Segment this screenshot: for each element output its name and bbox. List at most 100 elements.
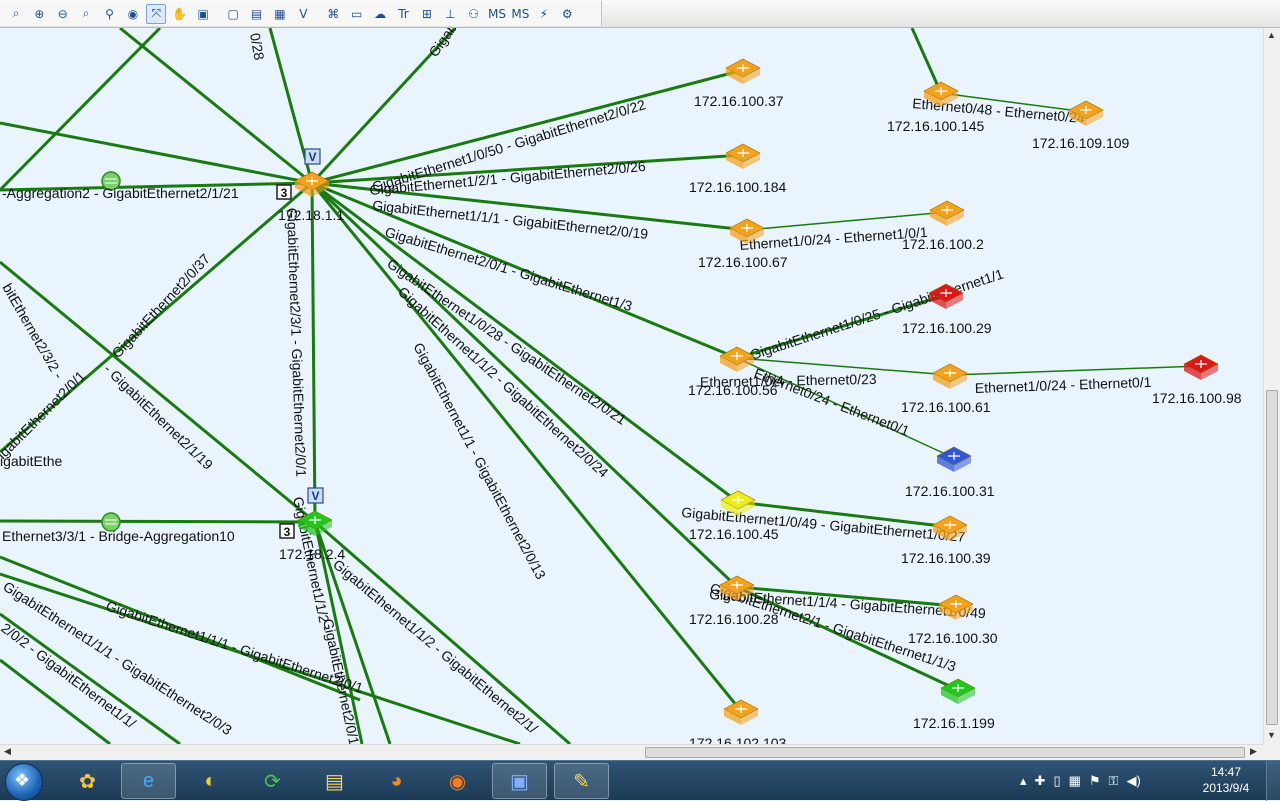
network-device-n39[interactable]: 172.16.100.39 — [901, 515, 991, 566]
horizontal-scrollbar[interactable]: ◀ ▶ — [0, 744, 1263, 760]
zoom-search-icon[interactable]: ⚲ — [105, 6, 114, 21]
offscreen-link[interactable] — [119, 28, 313, 185]
hand-pan-icon[interactable]: ✋ — [172, 6, 188, 21]
link-nX-n29[interactable] — [736, 293, 947, 360]
export-icon[interactable]: ▦ — [274, 6, 286, 21]
network-device-n103[interactable]: 172.16.102.103 — [689, 699, 787, 744]
offscreen-link[interactable] — [310, 28, 457, 185]
scroll-left-icon[interactable]: ◀ — [4, 746, 11, 756]
folder-taskbar-button[interactable]: ▤ — [307, 763, 362, 799]
link-hub1-nY[interactable] — [310, 181, 739, 589]
internet-explorer-taskbar-button[interactable]: e — [121, 763, 176, 799]
link-hub1-hub2[interactable] — [310, 182, 317, 523]
flag-icon[interactable]: ⚑ — [1088, 773, 1101, 788]
show-desktop-button[interactable] — [1266, 761, 1280, 801]
network-monitor-taskbar-button[interactable]: ▣ — [492, 763, 547, 799]
offscreen-link[interactable] — [0, 658, 111, 744]
gear-icon[interactable]: ⚙ — [561, 6, 573, 21]
offscreen-link[interactable] — [0, 572, 521, 744]
topology-map[interactable]: GigabitEthernet1/0/50 - GigabitEthernet2… — [0, 28, 1263, 744]
link-nX-n61[interactable] — [736, 357, 951, 376]
scroll-down-icon[interactable]: ▼ — [1267, 730, 1276, 740]
zoom-in-icon[interactable]: ⊕ — [34, 6, 45, 21]
network-device-n30[interactable]: 172.16.100.30 — [908, 594, 998, 646]
offscreen-link[interactable] — [0, 519, 316, 524]
link-n45-n39[interactable] — [737, 500, 951, 529]
offscreen-link[interactable] — [313, 521, 364, 744]
network-device-n145[interactable]: 172.16.100.145 — [887, 81, 985, 134]
network-device-n67[interactable]: 172.16.100.67 — [698, 218, 788, 270]
sync-app-taskbar-button[interactable]: ◐ — [183, 763, 238, 799]
clock[interactable]: 14:47 2013/9/4 — [1196, 764, 1256, 798]
horizontal-scroll-thumb[interactable] — [645, 747, 1245, 758]
aggregation-marker-icon[interactable] — [101, 512, 121, 532]
offscreen-link[interactable] — [0, 260, 316, 524]
zoom-fit-icon[interactable]: ⌕ — [12, 6, 20, 20]
paint-taskbar-button[interactable]: ✎ — [554, 763, 609, 799]
scroll-right-icon[interactable]: ▶ — [1250, 746, 1257, 756]
network-device-n61[interactable]: 172.16.100.61 — [901, 363, 991, 415]
network-device-n29[interactable]: 172.16.100.29 — [902, 283, 992, 336]
network-device-nY[interactable]: 172.16.100.28 — [689, 575, 779, 627]
device-icon[interactable]: ▯ — [1053, 773, 1061, 788]
offscreen-link[interactable] — [314, 520, 571, 744]
network-device-n98[interactable]: 172.16.100.98 — [1152, 354, 1242, 406]
offscreen-link[interactable] — [313, 521, 392, 744]
offscreen-link[interactable] — [0, 181, 313, 454]
refresh-app-taskbar-button[interactable]: ⟳ — [245, 763, 300, 799]
binoculars-icon[interactable]: ⚇ — [468, 6, 480, 21]
offscreen-link[interactable] — [0, 28, 162, 192]
colorful-app-taskbar-button[interactable]: ✿ — [60, 763, 115, 799]
link-hub1-n45[interactable] — [311, 181, 739, 504]
link-hub1-nX[interactable] — [311, 181, 738, 360]
volume-icon[interactable]: ◀) — [1126, 773, 1141, 788]
offscreen-link[interactable] — [0, 181, 313, 192]
network-device-n45[interactable]: 172.16.100.45 — [689, 490, 779, 542]
lock-icon[interactable]: ⚿ — [1108, 773, 1119, 788]
link-n145-n109[interactable] — [940, 92, 1087, 113]
link-hub1-n184[interactable] — [311, 153, 744, 185]
link-n61-n98[interactable] — [949, 365, 1202, 376]
ms-icon[interactable]: MS — [488, 6, 507, 21]
vertical-scrollbar[interactable]: ▲ ▼ — [1263, 28, 1280, 744]
ms-settings-icon[interactable]: MS — [511, 6, 530, 21]
orange-app-taskbar-button[interactable]: ◕ — [369, 763, 424, 799]
network-device-nX[interactable]: 172.16.100.56 — [688, 346, 778, 398]
network-icon[interactable]: ▦ — [1068, 773, 1081, 788]
cloud-icon[interactable]: ☁ — [374, 6, 387, 21]
select-icon[interactable]: ⤧ — [146, 3, 167, 24]
network-device-hub1[interactable]: 172.18.1.1 3 V — [276, 148, 344, 223]
add-icon[interactable]: ✚ — [1034, 773, 1046, 788]
scroll-up-icon[interactable]: ▲ — [1267, 30, 1276, 40]
layout-icon[interactable]: ⌘ — [327, 6, 340, 21]
offscreen-link[interactable] — [0, 555, 361, 702]
link-nX-n31[interactable] — [736, 357, 955, 459]
network-device-n199[interactable]: 172.16.1.199 — [913, 678, 995, 731]
link-hub1-n103[interactable] — [310, 182, 743, 712]
add-node-icon[interactable]: ▣ — [197, 6, 209, 21]
disabled-save-icon[interactable]: ▢ — [227, 6, 239, 21]
link-nY-n199[interactable] — [736, 585, 959, 692]
link-nY-n30[interactable] — [736, 585, 957, 608]
show-hidden-icon[interactable]: ▴ — [1020, 773, 1027, 788]
save-icon[interactable]: ▤ — [250, 6, 263, 21]
network-device-hub2[interactable]: 172.18.2.4 3 V — [279, 487, 345, 562]
eye-icon[interactable]: ◉ — [127, 6, 139, 21]
computer-icon[interactable]: ▭ — [351, 6, 363, 21]
view-icon[interactable]: V — [299, 6, 308, 21]
zoom-out-icon[interactable]: ⊖ — [57, 6, 68, 21]
link-hub1-n37[interactable] — [311, 68, 744, 185]
offscreen-link[interactable] — [0, 121, 313, 185]
offscreen-link[interactable] — [910, 28, 943, 94]
text-icon[interactable]: Tr — [398, 6, 409, 21]
network-device-n31[interactable]: 172.16.100.31 — [905, 446, 995, 499]
link-hub1-n67[interactable] — [311, 181, 748, 232]
tree-icon[interactable]: ⊥ — [445, 6, 456, 21]
vertical-scroll-thumb[interactable] — [1266, 390, 1278, 725]
zoom-area-icon[interactable]: ⌕ — [82, 6, 90, 20]
offscreen-link[interactable] — [0, 612, 181, 744]
firefox-taskbar-button[interactable]: ◉ — [430, 763, 485, 799]
topology-icon[interactable]: ⊞ — [421, 6, 432, 21]
network-device-n2[interactable]: 172.16.100.2 — [902, 200, 984, 252]
topology-canvas[interactable]: GigabitEthernet1/0/50 - GigabitEthernet2… — [0, 28, 1263, 744]
